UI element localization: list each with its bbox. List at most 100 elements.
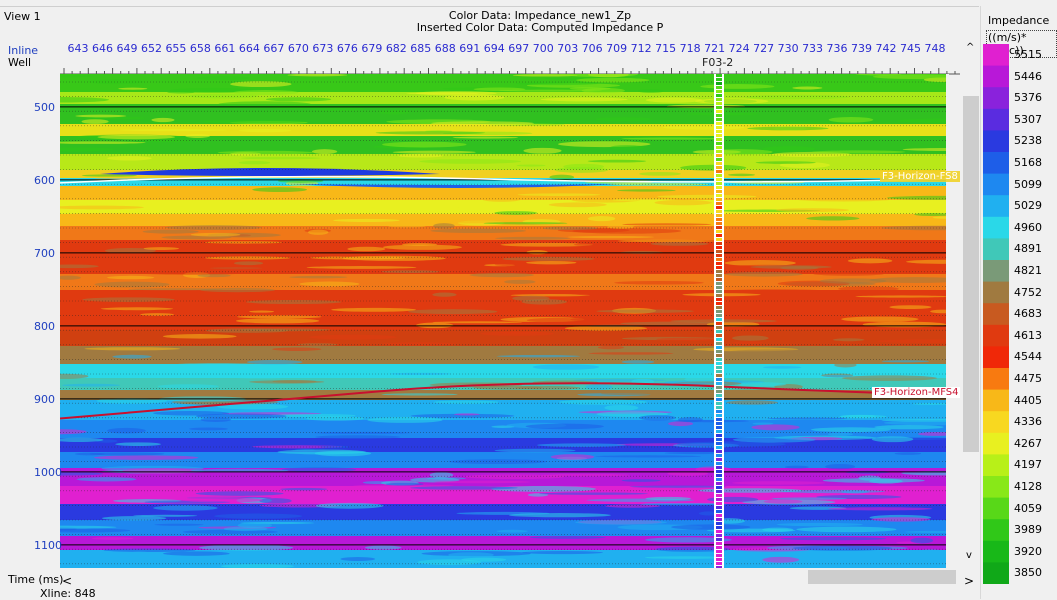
impedance-texture (182, 216, 269, 219)
impedance-texture (289, 275, 348, 279)
impedance-texture (577, 348, 599, 351)
well-log-sample (716, 122, 722, 125)
impedance-texture (515, 82, 598, 86)
impedance-texture (596, 357, 687, 361)
scroll-up-icon[interactable]: ^ (966, 42, 975, 53)
well-log-sample (716, 434, 722, 437)
impedance-texture (197, 274, 231, 278)
impedance-texture (163, 551, 230, 556)
impedance-texture (97, 134, 176, 140)
impedance-texture (650, 241, 709, 246)
scroll-down-icon[interactable]: v (966, 550, 972, 561)
colorbar-value-label: 5029 (1014, 199, 1042, 213)
well-log-sample (716, 302, 722, 305)
impedance-texture (739, 369, 829, 375)
well-log-sample (716, 226, 722, 229)
impedance-texture (249, 310, 275, 313)
scroll-right-icon[interactable]: > (964, 574, 975, 588)
colorbar-swatch (983, 195, 1009, 218)
well-log-sample (716, 462, 722, 465)
impedance-texture (813, 272, 884, 276)
impedance-texture (512, 295, 550, 302)
colorbar-swatch (983, 432, 1009, 455)
impedance-texture (729, 349, 827, 355)
scroll-left-icon[interactable]: < (62, 574, 73, 588)
well-log-sample (716, 118, 722, 121)
impedance-texture (75, 114, 127, 118)
impedance-texture (431, 121, 534, 126)
well-log-sample (716, 278, 722, 281)
well-log-sample (716, 290, 722, 293)
impedance-texture (657, 194, 757, 199)
impedance-texture (792, 545, 893, 551)
time-tick-label: 900 (34, 392, 55, 406)
impedance-texture (871, 517, 931, 522)
impedance-texture (731, 481, 826, 485)
colorbar-value-label: 5307 (1014, 112, 1042, 126)
impedance-texture (775, 208, 850, 212)
well-log-sample (716, 498, 722, 501)
impedance-band (60, 226, 949, 240)
impedance-texture (287, 74, 348, 77)
impedance-texture (915, 549, 946, 554)
inline-tick-label: 694 (483, 42, 505, 55)
colorbar-swatch (983, 346, 1009, 369)
impedance-texture (596, 309, 694, 313)
inline-tick-label: 658 (189, 42, 211, 55)
well-log-sample (716, 322, 722, 325)
impedance-texture (444, 94, 505, 101)
well-log-sample (716, 382, 722, 385)
horizontal-scroll-thumb[interactable] (808, 570, 956, 584)
impedance-texture (889, 305, 932, 310)
well-log-sample (716, 550, 722, 553)
impedance-texture (340, 557, 376, 561)
impedance-lens (290, 184, 620, 188)
impedance-texture (163, 334, 237, 339)
well-log-sample (716, 390, 722, 393)
seismic-section-svg[interactable] (60, 74, 949, 568)
well-log-sample (716, 346, 722, 349)
inline-tick-label: 715 (655, 42, 677, 55)
impedance-texture (573, 243, 603, 246)
impedance-texture (548, 202, 607, 208)
impedance-texture (238, 160, 271, 165)
well-log-sample (716, 466, 722, 469)
colorbar-swatch (983, 281, 1009, 304)
well-log-sample (716, 314, 722, 317)
impedance-texture (196, 76, 250, 81)
colorbar-swatch (983, 540, 1009, 563)
well-log-sample (716, 350, 722, 353)
impedance-texture (200, 417, 231, 422)
impedance-texture (252, 187, 308, 193)
impedance-texture (496, 354, 581, 358)
inline-tick-label: 709 (606, 42, 628, 55)
impedance-texture (612, 487, 688, 492)
impedance-texture (140, 313, 175, 316)
well-log-sample (716, 402, 722, 405)
well-log-sample (716, 126, 722, 129)
well-log-sample (716, 242, 722, 245)
impedance-texture (106, 275, 155, 280)
impedance-texture (91, 537, 134, 540)
impedance-texture (419, 159, 522, 164)
impedance-texture (811, 427, 892, 433)
impedance-texture (265, 97, 332, 102)
impedance-texture (240, 328, 331, 332)
impedance-texture (896, 118, 949, 123)
impedance-texture (60, 205, 144, 210)
impedance-texture (706, 528, 796, 533)
impedance-texture (629, 485, 727, 488)
seismic-section-plot[interactable] (60, 74, 949, 568)
well-axis-label: Well (8, 56, 32, 69)
vertical-scroll-thumb[interactable] (963, 96, 979, 452)
impedance-texture (60, 320, 114, 323)
impedance-texture (272, 347, 322, 351)
well-log-sample (716, 110, 722, 113)
colorbar-value-label: 3989 (1014, 523, 1042, 537)
well-log-sample (716, 234, 722, 237)
inline-tick-label: 646 (91, 42, 113, 55)
impedance-texture (549, 174, 575, 180)
impedance-texture (570, 316, 667, 323)
inline-tick-label: 661 (214, 42, 236, 55)
well-log-sample (716, 386, 722, 389)
